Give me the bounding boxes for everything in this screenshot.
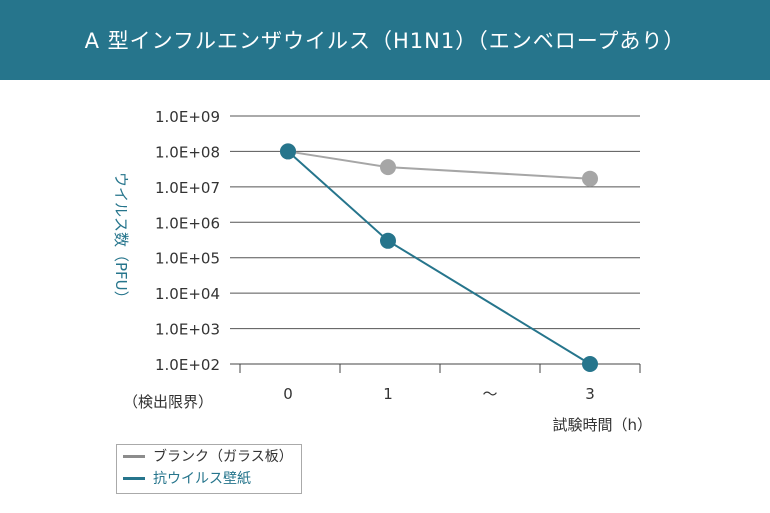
y-tick-label: 1.0E+08	[155, 143, 220, 161]
x-tick-label: 1	[383, 385, 393, 403]
legend: ブランク（ガラス板） 抗ウイルス壁紙	[116, 444, 302, 494]
chart-title-banner: A 型インフルエンザウイルス（H1N1）（エンベロープあり）	[0, 0, 770, 80]
y-tick-label: 1.0E+03	[155, 321, 220, 339]
x-tick-label: 3	[585, 385, 595, 403]
y-tick-label: 1.0E+07	[155, 179, 220, 197]
x-tick-label: 0	[283, 385, 293, 403]
data-point	[582, 170, 598, 187]
data-point	[280, 143, 296, 160]
data-point	[582, 356, 598, 372]
y-tick-label: 1.0E+06	[155, 214, 220, 232]
legend-label: 抗ウイルス壁紙	[153, 471, 251, 487]
legend-swatch	[123, 476, 145, 480]
chart-title: A 型インフルエンザウイルス（H1N1）（エンベロープあり）	[84, 29, 686, 53]
data-point	[380, 232, 396, 249]
legend-swatch	[123, 454, 145, 458]
y-tick-label: 1.0E+04	[155, 285, 220, 303]
legend-item-antiviral: 抗ウイルス壁紙	[117, 467, 301, 489]
detection-limit-label: （検出限界）	[123, 393, 213, 411]
x-axis-label: 試験時間（h）	[552, 416, 652, 434]
legend-label: ブランク（ガラス板）	[153, 449, 293, 465]
x-tick-label: ～	[482, 385, 497, 403]
y-axis-label: ウイルス数（PFU）	[112, 172, 130, 306]
legend-item-blank: ブランク（ガラス板）	[117, 445, 301, 467]
data-point	[380, 159, 396, 176]
y-tick-label: 1.0E+02	[155, 356, 220, 374]
series-line	[287, 150, 591, 180]
y-tick-label: 1.0E+09	[155, 108, 220, 126]
y-tick-label: 1.0E+05	[155, 250, 220, 268]
